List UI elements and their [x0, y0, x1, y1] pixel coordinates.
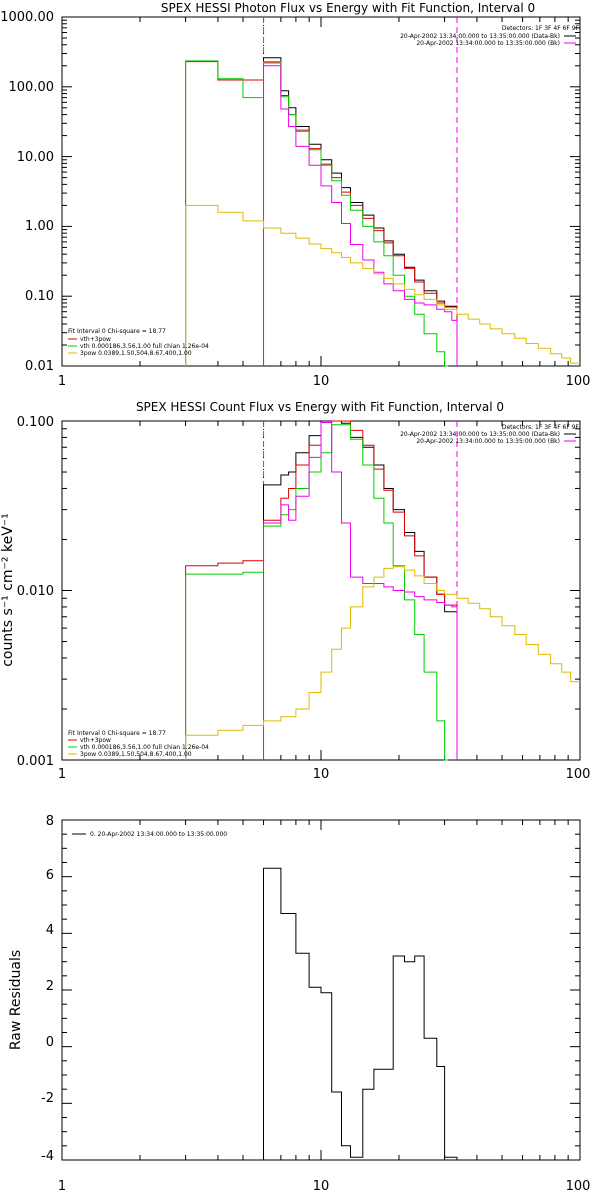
photon-frame [61, 16, 581, 367]
count-red-histogram [185, 420, 458, 760]
residuals-y-tick: 6 [46, 868, 54, 883]
count-fit-legend-label: vth 0.000186,3.56,1.00 full chian 1.26e-… [80, 744, 209, 751]
count-y-tick: 0.001 [17, 754, 54, 769]
count-x-tick: 100 [566, 767, 591, 782]
photon-bk-label: 20-Apr-2002 13:34:00.000 to 13:35:00.000… [416, 40, 560, 47]
residuals-y-tick: 2 [46, 979, 54, 994]
photon-y-tick: 100.00 [9, 80, 55, 95]
photon-y-tick: 0.10 [25, 289, 54, 304]
photon-fit-legend-label: vth+3pow [80, 336, 111, 343]
count-yellow-histogram [185, 566, 580, 760]
photon-green-histogram [185, 60, 449, 367]
photon-fit-legend-label: 3pow 0.0389,1.50,504,8.67,400,1.00 [80, 350, 192, 357]
residuals-legend-label: 0. 20-Apr-2002 13:34:00.000 to 13:35:00.… [90, 831, 227, 838]
count-fit-interval-label: Fit Interval 0 Chi-square = 18.77 [68, 730, 166, 737]
residuals-y-axis-label: Raw Residuals [8, 950, 24, 1050]
count-detectors-label: Detectors: 1F 3F 4F 6F 9F [502, 424, 580, 431]
photon-y-tick: 0.01 [25, 359, 54, 374]
count-green-histogram [185, 424, 449, 761]
photon-black-histogram [263, 57, 458, 366]
count-data-bk-label: 20-Apr-2002 13:34:00.000 to 13:35:00.000… [400, 431, 560, 438]
residuals-x-tick: 10 [313, 1179, 330, 1194]
photon-detectors-label: Detectors: 1F 3F 4F 6F 9F [502, 25, 580, 32]
residuals-y-tick: 0 [46, 1035, 54, 1050]
residuals-y-tick: -4 [41, 1149, 54, 1164]
count-fit-legend-label: 3pow 0.0389,1.50,504,8.67,400,1.00 [80, 751, 192, 758]
photon-y-tick: 10.00 [17, 150, 54, 165]
residuals-black-histogram [263, 867, 458, 1160]
count-y-tick: 0.100 [17, 415, 54, 430]
residuals-y-tick: 4 [46, 923, 54, 938]
count-fit-legend-label: vth+3pow [80, 737, 111, 744]
count-x-tick: 1 [58, 767, 66, 782]
count-y-axis-label: counts s⁻¹ cm⁻² keV⁻¹ [0, 513, 16, 667]
count-chart-title: SPEX HESSI Count Flux vs Energy with Fit… [136, 400, 504, 414]
count-flux-panel: SPEX HESSI Count Flux vs Energy with Fit… [0, 400, 590, 782]
photon-chart-title: SPEX HESSI Photon Flux vs Energy with Fi… [161, 1, 535, 15]
photon-red-histogram [185, 61, 458, 366]
residuals-y-tick: -2 [41, 1091, 54, 1106]
residuals-panel: Raw Residuals 8 6 4 2 0 -2 -4 1 10 100 0… [8, 814, 590, 1194]
residuals-x-tick: 100 [566, 1179, 591, 1194]
photon-fit-legend-label: vth 0.000186,3.56,1.00 full chian 1.26e-… [80, 343, 209, 350]
count-x-tick: 10 [313, 767, 330, 782]
count-magenta-histogram [263, 422, 458, 760]
count-y-tick: 0.010 [17, 584, 54, 599]
residuals-y-tick: 8 [46, 814, 54, 829]
photon-data-bk-label: 20-Apr-2002 13:34:00.000 to 13:35:00.000… [400, 33, 560, 40]
photon-magenta-histogram [263, 65, 458, 366]
photon-fit-interval-label: Fit Interval 0 Chi-square = 18.77 [68, 328, 166, 335]
residuals-plot-area [61, 819, 581, 1161]
photon-x-tick: 100 [566, 374, 591, 389]
count-plot-area [61, 420, 581, 761]
photon-y-tick: 1000.00 [0, 10, 54, 25]
photon-flux-panel: SPEX HESSI Photon Flux vs Energy with Fi… [0, 1, 590, 389]
count-black-histogram [263, 420, 458, 760]
photon-y-tick: 1.00 [25, 219, 54, 234]
residuals-x-tick: 1 [58, 1179, 66, 1194]
photon-x-tick: 10 [313, 374, 330, 389]
photon-yellow-histogram [185, 204, 580, 366]
count-bk-label: 20-Apr-2002 13:34:00.000 to 13:35:00.000… [416, 438, 560, 445]
photon-plot-area [61, 16, 581, 367]
photon-x-tick: 1 [58, 374, 66, 389]
